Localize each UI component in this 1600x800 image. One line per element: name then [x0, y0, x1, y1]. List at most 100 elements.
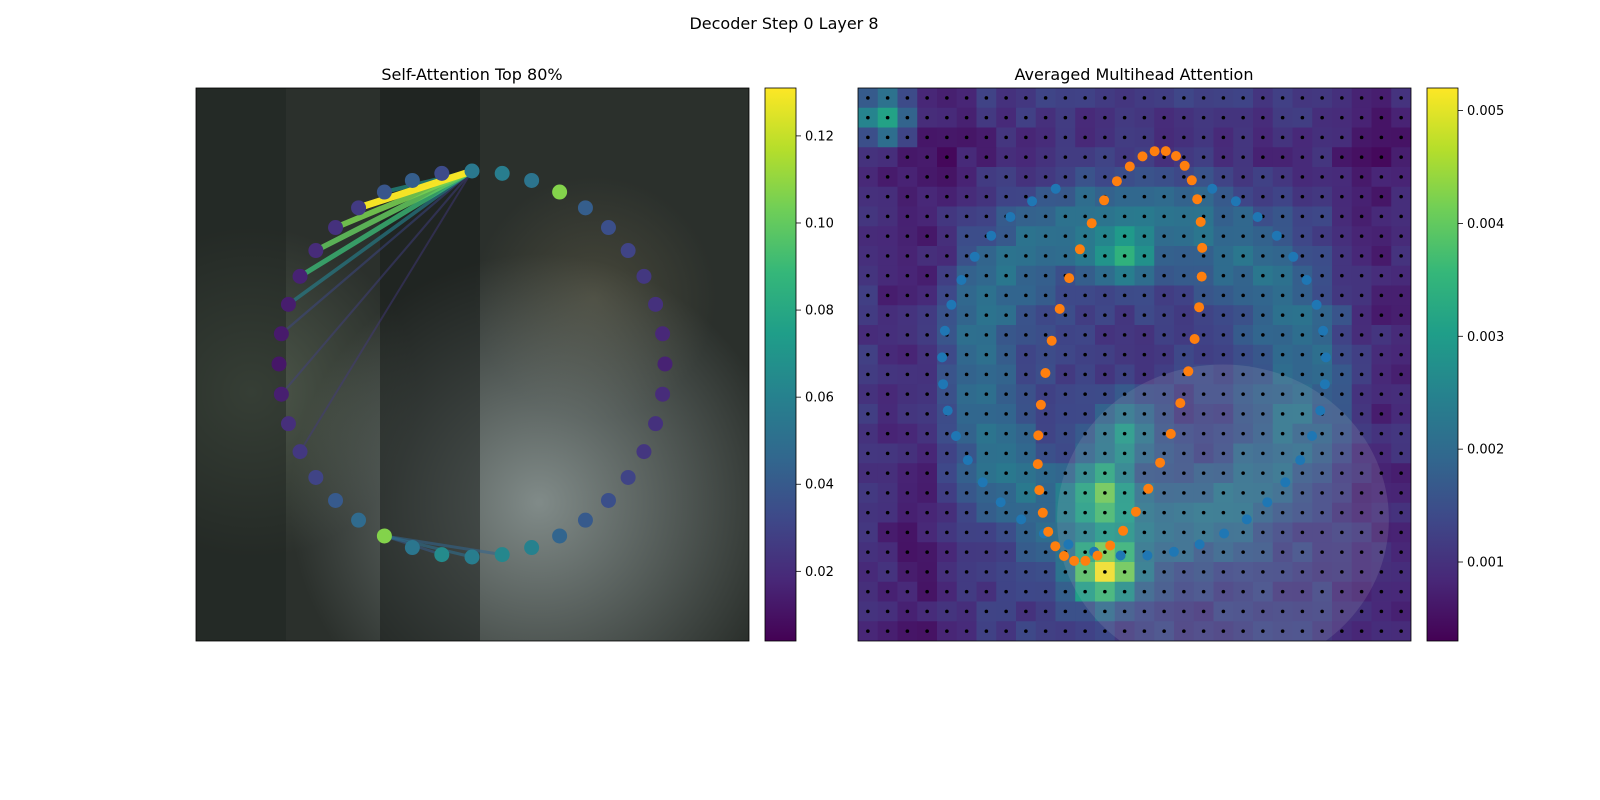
grid-dot [984, 352, 989, 357]
grid-dot [1300, 530, 1305, 535]
grid-dot [984, 609, 989, 614]
grid-dot [1201, 629, 1206, 633]
colorbar-tick-label: 0.001 [1467, 556, 1504, 571]
grid-dot [964, 392, 969, 396]
grid-dot [905, 313, 910, 317]
grid-dot [1300, 491, 1305, 495]
grid-dot [925, 589, 929, 594]
grid-dot [866, 352, 870, 357]
grid-dot [866, 273, 870, 278]
grid-dot [1201, 175, 1206, 179]
grid-dot [964, 372, 969, 377]
grid-dot [1261, 115, 1265, 120]
grid-dot [885, 135, 890, 140]
grid-dot [1063, 471, 1068, 475]
attention-edge [280, 170, 473, 335]
grid-dot [1142, 431, 1147, 436]
grid-dot [1122, 115, 1127, 120]
grid-dot [1122, 352, 1127, 357]
grid-dot [866, 115, 870, 120]
keypoint-marker [280, 296, 296, 312]
outer-contour-marker [1092, 550, 1103, 561]
grid-dot [1103, 609, 1107, 614]
inner-contour-marker [938, 379, 949, 390]
grid-dot [1261, 510, 1265, 515]
inner-contour-marker [962, 455, 973, 466]
grid-dot [984, 530, 989, 535]
grid-dot [1024, 530, 1028, 535]
grid-dot [1280, 491, 1285, 495]
grid-dot [1359, 431, 1364, 436]
inner-contour-marker [1115, 550, 1126, 561]
grid-dot [1241, 96, 1245, 100]
grid-dot [1043, 550, 1048, 554]
grid-dot [1340, 175, 1344, 179]
grid-dot [1043, 431, 1048, 436]
grid-dot [1379, 214, 1384, 219]
inner-contour-marker [1295, 455, 1306, 466]
grid-dot [1162, 412, 1166, 416]
keypoint-marker [620, 243, 636, 259]
grid-dot [964, 333, 969, 337]
keypoint-marker [292, 268, 308, 284]
outer-contour-marker [1124, 161, 1135, 172]
grid-dot [1024, 96, 1028, 100]
grid-dot [984, 629, 989, 633]
grid-dot [945, 629, 949, 633]
grid-dot [866, 491, 870, 495]
grid-dot [1201, 530, 1206, 535]
grid-dot [1142, 372, 1147, 377]
grid-dot [1241, 293, 1245, 298]
inner-contour-marker [1262, 497, 1273, 508]
grid-dot [964, 510, 969, 515]
grid-dot [1162, 273, 1166, 278]
grid-dot [1024, 333, 1028, 337]
grid-dot [1182, 431, 1186, 436]
grid-dot [1359, 273, 1364, 278]
grid-dot [1182, 333, 1186, 337]
grid-dot [945, 471, 949, 475]
grid-dot [1280, 570, 1285, 574]
grid-dot [1399, 372, 1403, 377]
grid-dot [984, 431, 989, 436]
keypoint-marker [308, 469, 324, 485]
grid-dot [925, 194, 929, 199]
grid-dot [1359, 254, 1364, 258]
keypoint-marker [552, 184, 568, 200]
outer-contour-marker [1080, 555, 1091, 566]
inner-contour-marker [1241, 514, 1252, 525]
inner-contour-marker [1307, 431, 1317, 441]
grid-dot [1201, 609, 1206, 614]
grid-dot [1340, 589, 1344, 594]
grid-dot [1142, 609, 1147, 614]
grid-dot [1261, 609, 1265, 614]
grid-dot [1320, 313, 1324, 317]
grid-dot [1359, 550, 1364, 554]
grid-dot [1261, 155, 1265, 159]
grid-dot [1320, 115, 1324, 120]
grid-dot [1004, 372, 1008, 377]
grid-dot [984, 194, 989, 199]
grid-dot [1063, 629, 1068, 633]
grid-dot [1241, 589, 1245, 594]
grid-dot [1142, 589, 1147, 594]
grid-dot [945, 313, 949, 317]
grid-dot [1063, 510, 1068, 515]
colorbar-tick-label: 0.08 [805, 304, 834, 319]
grid-dot [1261, 352, 1265, 357]
grid-dot [885, 234, 890, 238]
grid-dot [1241, 372, 1245, 377]
grid-dot [1379, 254, 1384, 258]
grid-dot [1162, 372, 1166, 377]
grid-dot [1063, 530, 1068, 535]
grid-dot [964, 451, 969, 456]
grid-dot [905, 431, 910, 436]
grid-dot [885, 451, 890, 456]
grid-dot [1280, 333, 1285, 337]
grid-dot [1241, 570, 1245, 574]
grid-dot [1083, 175, 1087, 179]
grid-dot [1340, 530, 1344, 535]
grid-dot [1162, 589, 1166, 594]
grid-dot [1379, 333, 1384, 337]
